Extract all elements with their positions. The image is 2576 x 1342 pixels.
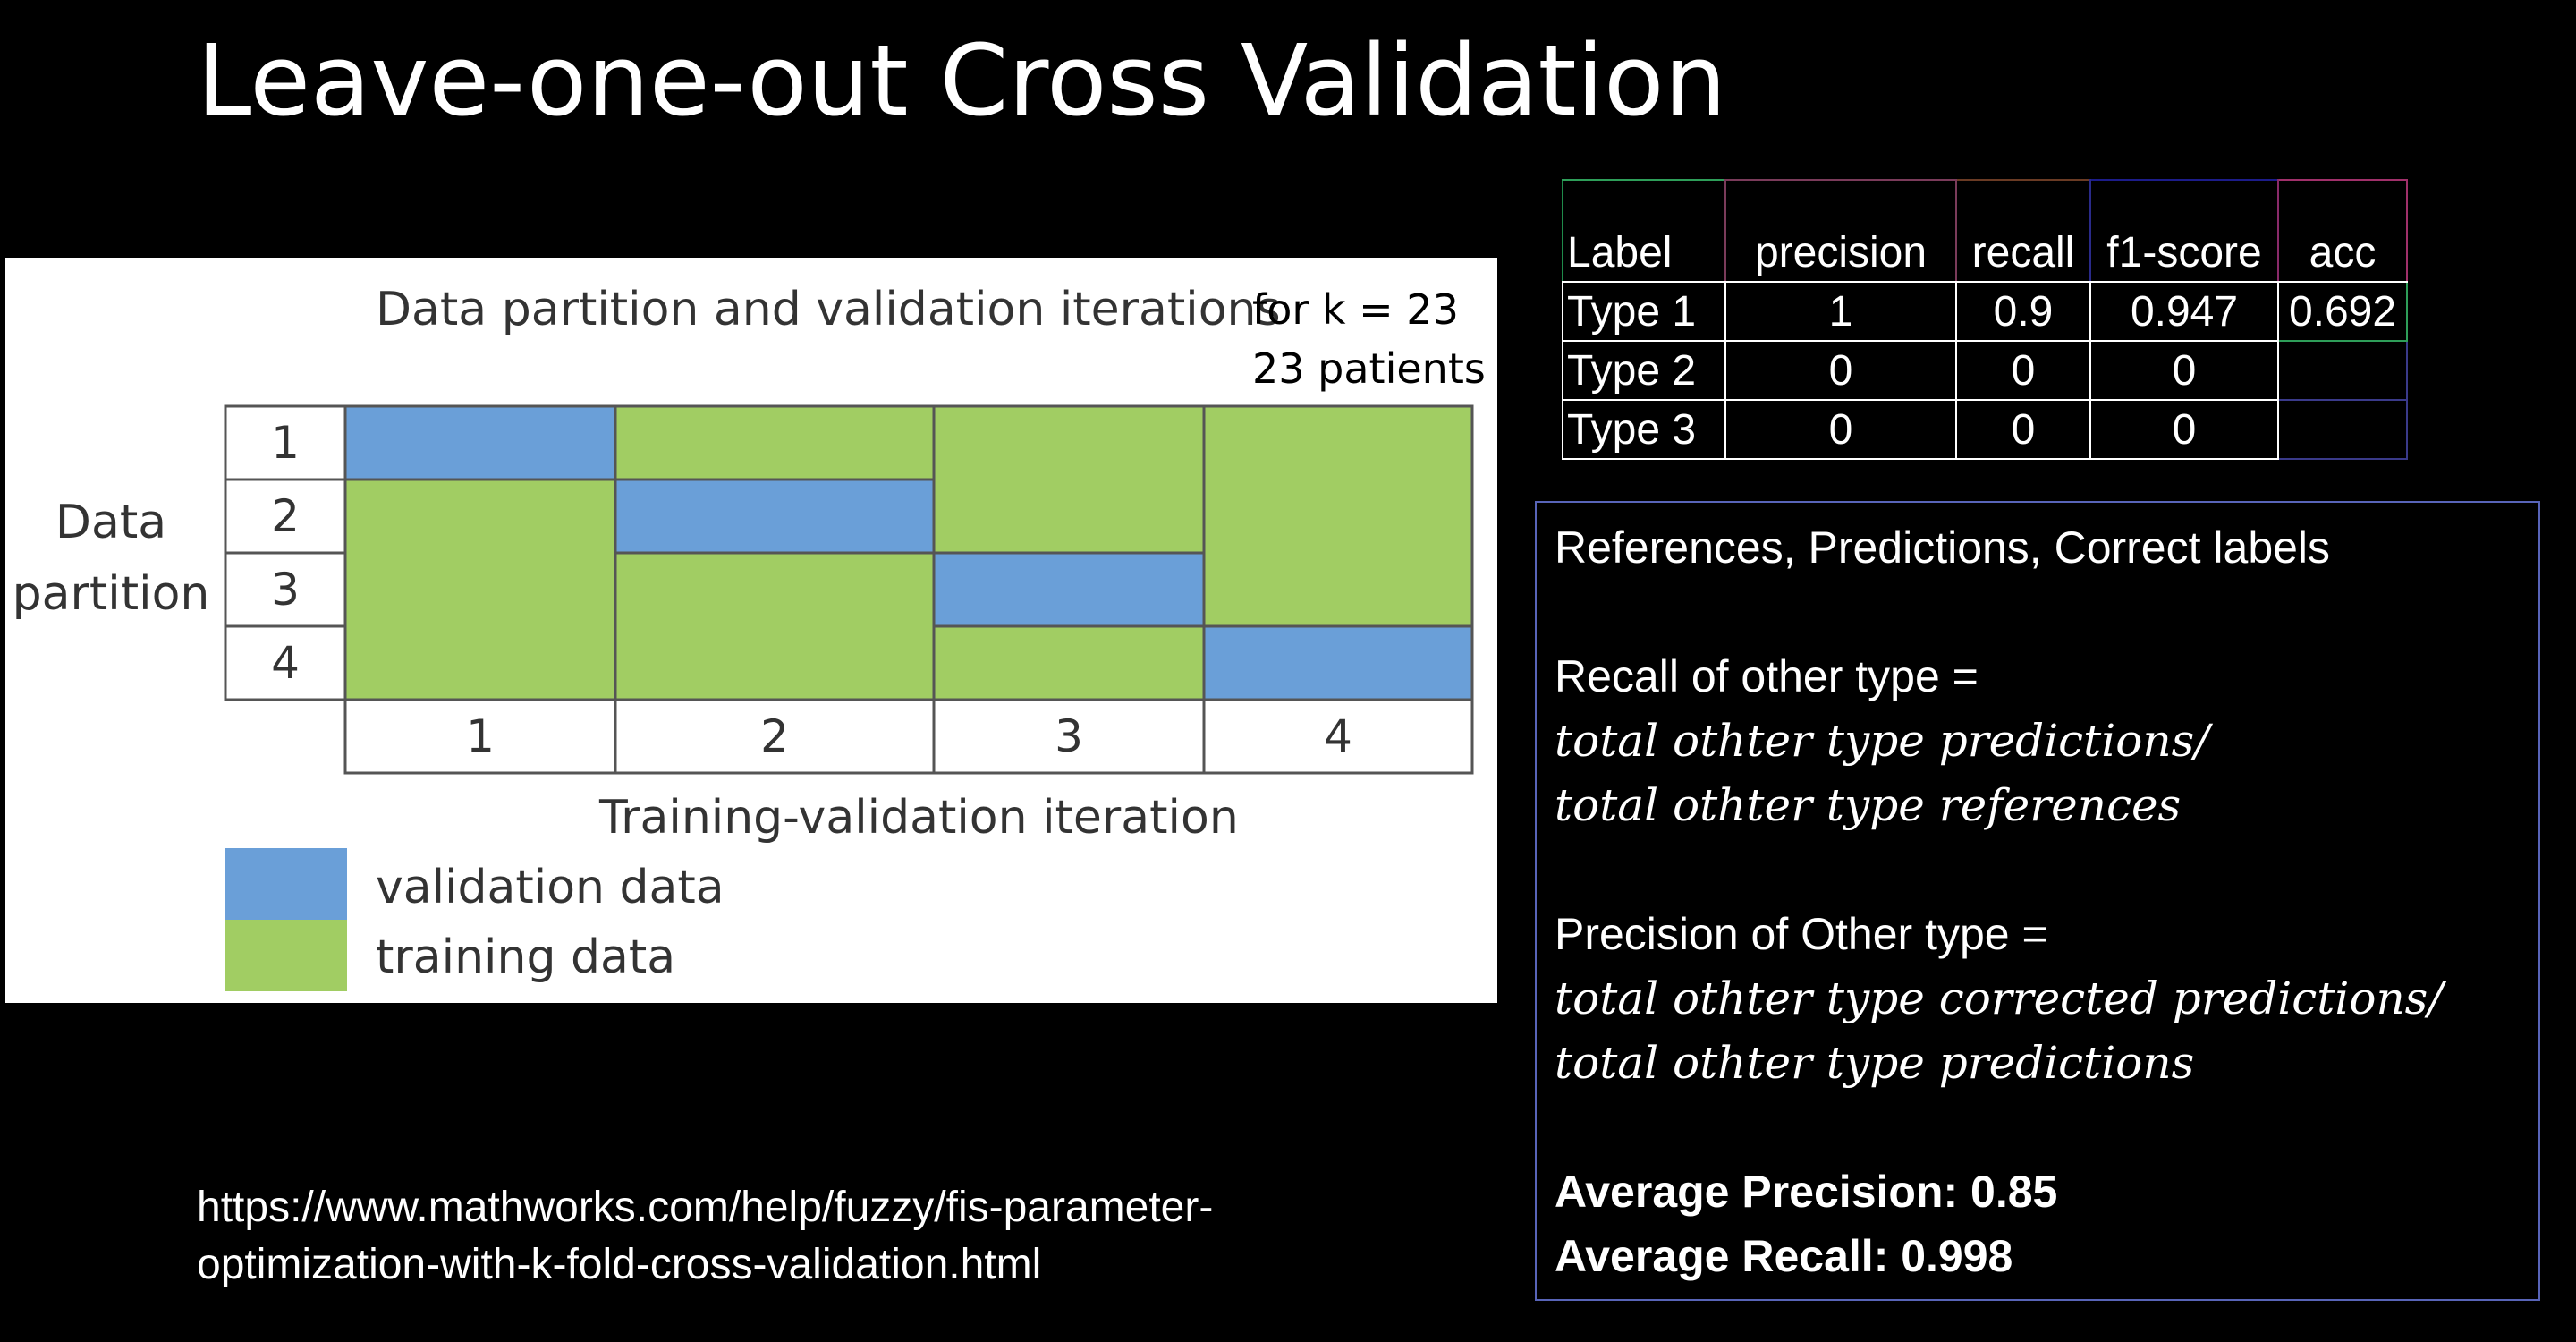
diagram-title: Data partition and validation iterations bbox=[376, 283, 1281, 336]
source-url: https://www.mathworks.com/help/fuzzy/fis… bbox=[197, 1179, 1213, 1294]
notes-heading: References, Predictions, Correct labels bbox=[1555, 522, 2331, 573]
training-legend-label: training data bbox=[376, 930, 676, 984]
acc-cell: 0.692 bbox=[2277, 281, 2408, 342]
row-label: Type 3 bbox=[1562, 399, 1726, 460]
precision-cell: 1 bbox=[1724, 281, 1957, 342]
iteration-label: 3 bbox=[1055, 710, 1083, 762]
header-acc: acc bbox=[2277, 179, 2408, 283]
precision-formula-denominator: total othter type predictions bbox=[1555, 1037, 2195, 1089]
iteration-label-cell bbox=[343, 698, 617, 775]
iteration-label-cell bbox=[932, 698, 1206, 775]
cross-validation-diagram: Data partition and validation iterations… bbox=[5, 258, 1497, 1003]
metrics-header-row: Label precision recall f1-score acc bbox=[1562, 179, 2408, 283]
header-f1-score: f1-score bbox=[2089, 179, 2279, 283]
partition-label-cell bbox=[224, 551, 347, 628]
header-label: Label bbox=[1562, 179, 1726, 283]
table-row: Type 2 0 0 0 bbox=[1562, 340, 2408, 401]
partition-grid: 1 2 3 4 1 2 3 4 bbox=[224, 404, 1474, 775]
iteration-label-cell bbox=[1202, 698, 1474, 775]
precision-cell: 0 bbox=[1724, 340, 1957, 401]
validation-legend-swatch bbox=[225, 848, 347, 920]
recall-formula-denominator: total othter type references bbox=[1555, 779, 2182, 831]
k-annotation: for k = 23 bbox=[1252, 285, 1459, 334]
average-precision: Average Precision: 0.85 bbox=[1555, 1167, 2058, 1217]
validation-block bbox=[614, 478, 936, 555]
partition-label: 4 bbox=[271, 637, 300, 689]
precision-cell: 0 bbox=[1724, 399, 1957, 460]
source-url-line2: optimization-with-k-fold-cross-validatio… bbox=[197, 1241, 1042, 1288]
precision-title: Precision of Other type = bbox=[1555, 909, 2048, 959]
recall-cell: 0 bbox=[1955, 399, 2091, 460]
recall-cell: 0.9 bbox=[1955, 281, 2091, 342]
recall-formula-numerator: total othter type predictions/ bbox=[1555, 715, 2210, 767]
training-legend-swatch bbox=[225, 920, 347, 991]
precision-formula-numerator: total othter type corrected predictions/ bbox=[1555, 973, 2444, 1024]
partition-label: 3 bbox=[271, 564, 300, 616]
iteration-label: 4 bbox=[1324, 710, 1352, 762]
partition-label-cell bbox=[224, 478, 347, 555]
f1-cell: 0.947 bbox=[2089, 281, 2279, 342]
average-recall: Average Recall: 0.998 bbox=[1555, 1231, 2013, 1281]
patients-annotation: 23 patients bbox=[1252, 344, 1486, 393]
table-row: Type 3 0 0 0 bbox=[1562, 399, 2408, 460]
partition-axis-label: Data partition bbox=[5, 487, 216, 630]
row-label: Type 2 bbox=[1562, 340, 1726, 401]
acc-cell bbox=[2277, 399, 2408, 460]
recall-title: Recall of other type = bbox=[1555, 651, 1979, 701]
table-row: Type 1 1 0.9 0.947 0.692 bbox=[1562, 281, 2408, 342]
source-url-line1: https://www.mathworks.com/help/fuzzy/fis… bbox=[197, 1184, 1214, 1231]
recall-cell: 0 bbox=[1955, 340, 2091, 401]
row-label: Type 1 bbox=[1562, 281, 1726, 342]
partition-axis-label-line1: Data bbox=[55, 496, 167, 549]
iteration-label: 2 bbox=[760, 710, 789, 762]
f1-cell: 0 bbox=[2089, 340, 2279, 401]
iteration-axis-label: Training-validation iteration bbox=[599, 791, 1239, 845]
metrics-table: Label precision recall f1-score acc Type… bbox=[1562, 179, 2408, 460]
iteration-label: 1 bbox=[466, 710, 495, 762]
partition-label-cell bbox=[224, 624, 347, 701]
validation-block bbox=[932, 551, 1206, 628]
validation-legend-label: validation data bbox=[376, 861, 724, 914]
partition-label: 2 bbox=[271, 490, 300, 542]
header-precision: precision bbox=[1724, 179, 1957, 283]
partition-label: 1 bbox=[271, 417, 300, 469]
f1-cell: 0 bbox=[2089, 399, 2279, 460]
partition-label-cell bbox=[224, 404, 347, 481]
acc-cell bbox=[2277, 340, 2408, 401]
partition-axis-label-line2: partition bbox=[12, 567, 210, 621]
slide-title: Leave-one-out Cross Validation bbox=[197, 23, 1727, 138]
header-recall: recall bbox=[1955, 179, 2091, 283]
validation-block bbox=[1202, 624, 1474, 701]
metrics-notes-box: References, Predictions, Correct labels … bbox=[1535, 501, 2540, 1301]
validation-block bbox=[343, 404, 617, 481]
